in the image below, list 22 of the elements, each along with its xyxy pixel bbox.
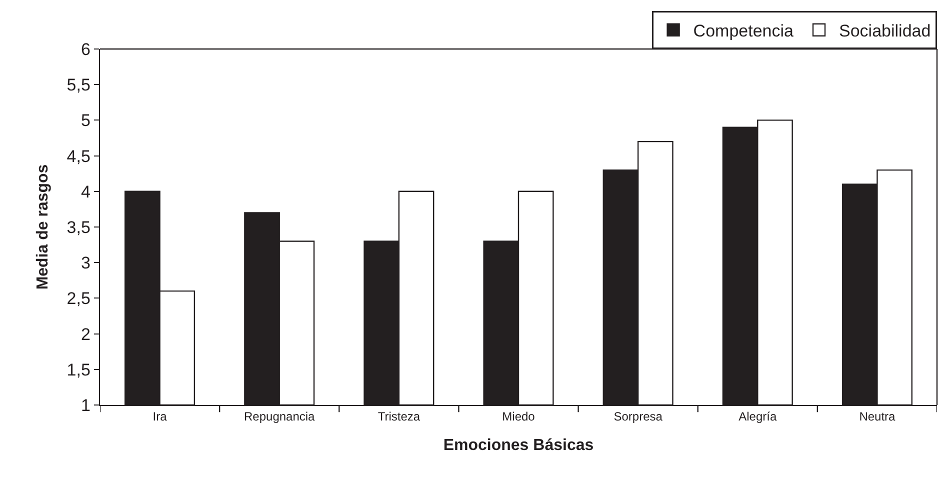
y-tick-label: 2,5 [66, 289, 90, 308]
x-axis-title: Emociones Básicas [443, 437, 594, 454]
x-tick-label: Miedo [502, 410, 536, 424]
y-tick-label: 1 [80, 396, 90, 415]
y-axis-title: Media de rasgos [34, 164, 52, 290]
y-tick-label: 5 [80, 111, 90, 130]
legend-label: Competencia [693, 21, 794, 40]
x-tick-label: Repugnancia [244, 410, 316, 424]
y-tick-label: 3,5 [66, 218, 90, 237]
y-tick-label: 4 [80, 182, 90, 202]
y-tick-label: 2 [80, 324, 90, 344]
y-tick-label: 1,5 [66, 360, 90, 380]
y-tick-label: 6 [80, 40, 90, 59]
legend-label: Sociabilidad [839, 21, 931, 40]
x-tick-label: Ira [152, 410, 168, 424]
y-tick-label: 3 [80, 254, 90, 273]
x-tick-label: Sorpresa [614, 410, 663, 424]
y-tick-label: 4,5 [66, 146, 90, 166]
x-tick-label: Neutra [859, 410, 896, 424]
x-tick-label: Tristeza [378, 410, 420, 424]
y-tick-label: 5,5 [66, 76, 90, 95]
x-tick-label: Alegría [738, 410, 777, 424]
